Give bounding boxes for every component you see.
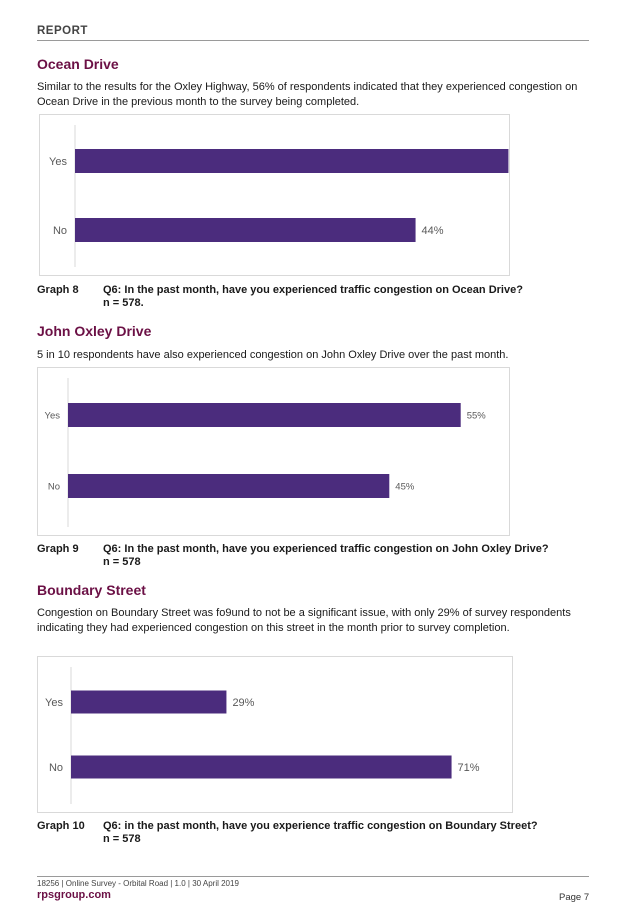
caption-text: Q6: in the past month, have you experien…: [103, 820, 538, 832]
section-title-ocean-drive: Ocean Drive: [37, 56, 119, 72]
value-label-no: 71%: [458, 762, 480, 774]
category-label-yes: Yes: [45, 697, 63, 709]
bar-yes: [71, 690, 227, 714]
category-label-no: No: [48, 481, 60, 492]
section-paragraph-boundary-street: Congestion on Boundary Street was fo9und…: [37, 607, 571, 634]
header-divider: [37, 40, 589, 41]
bar-no: [75, 218, 416, 242]
section-paragraph-ocean-drive: Similar to the results for the Oxley Hig…: [37, 81, 578, 108]
caption-graph-8: Graph 8 Q6: In the past month, have you e…: [37, 284, 523, 310]
footer-brand-link[interactable]: rpsgroup.com: [37, 889, 111, 901]
caption-text: Q6: In the past month, have you experien…: [103, 543, 549, 555]
chart-john-oxley-drive: Yes 55% No 45%: [37, 367, 510, 536]
chart-boundary-street: Yes 29% No 71%: [37, 656, 513, 813]
footer-page-number: Page 7: [559, 892, 590, 903]
caption-number: Graph 8: [37, 284, 79, 296]
caption-graph-10: Graph 10 Q6: in the past month, have you …: [37, 820, 538, 846]
bar-no: [68, 474, 390, 498]
bar-no: [71, 755, 452, 779]
section-title-john-oxley-drive: John Oxley Drive: [37, 323, 152, 339]
category-label-yes: Yes: [45, 410, 61, 421]
category-label-no: No: [49, 762, 63, 774]
bar-yes: [75, 149, 509, 173]
caption-number: Graph 9: [37, 543, 79, 555]
footer-divider: [37, 876, 589, 877]
caption-sample-size: n = 578: [103, 556, 141, 568]
bar-yes: [68, 403, 461, 427]
value-label-no: 44%: [422, 225, 444, 237]
caption-sample-size: n = 578: [103, 833, 141, 845]
category-label-yes: Yes: [49, 156, 67, 168]
report-header-label: REPORT: [37, 25, 88, 37]
value-label-yes: 29%: [232, 697, 254, 709]
caption-sample-size: n = 578.: [103, 297, 144, 309]
section-paragraph-john-oxley-drive: 5 in 10 respondents have also experience…: [37, 349, 509, 361]
category-label-no: No: [53, 225, 67, 237]
footer-document-info: 18256 | Online Survey - Orbital Road | 1…: [37, 879, 239, 888]
section-title-boundary-street: Boundary Street: [37, 582, 146, 598]
caption-graph-9: Graph 9 Q6: In the past month, have you e…: [37, 543, 549, 569]
value-label-yes: 55%: [467, 410, 487, 421]
value-label-no: 45%: [395, 481, 415, 492]
caption-text: Q6: In the past month, have you experien…: [103, 284, 523, 296]
caption-number: Graph 10: [37, 820, 85, 832]
